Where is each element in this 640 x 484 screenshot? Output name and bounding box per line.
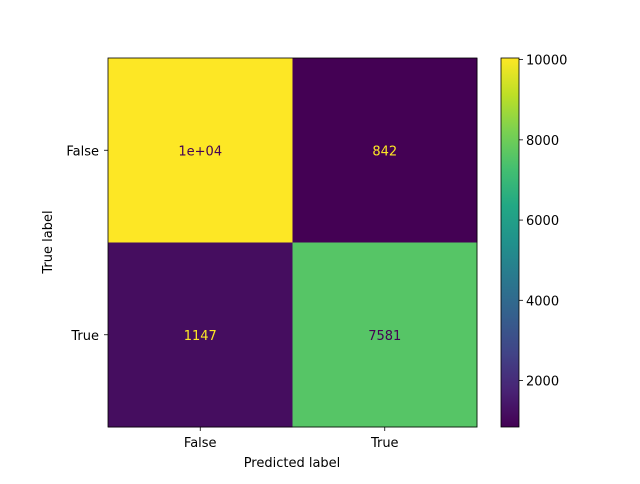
heatmap-cell (292, 58, 478, 243)
colorbar-tick-label: 2000 (526, 375, 559, 390)
heatmap-cell-labels: 1e+04 842 1147 7581 (178, 144, 401, 344)
cell-value-label: 842 (372, 144, 397, 159)
y-axis-ticks: False True (66, 144, 108, 344)
colorbar-tick-label: 4000 (526, 294, 559, 309)
heatmap-cell (108, 242, 293, 428)
colorbar (500, 57, 520, 428)
heatmap-cells (108, 58, 478, 428)
y-tick-label: True (70, 329, 99, 344)
cell-value-label: 7581 (368, 329, 401, 344)
x-tick-label: False (184, 436, 217, 451)
colorbar-tick-label: 6000 (526, 214, 559, 229)
cell-value-label: 1147 (184, 329, 217, 344)
colorbar-ticks: 2000 4000 6000 8000 10000 (519, 54, 567, 390)
colorbar-tick-label: 10000 (526, 54, 567, 69)
y-tick-label: False (66, 144, 99, 159)
plot-frame (107, 57, 478, 428)
x-axis-label: Predicted label (244, 456, 341, 471)
cell-value-label: 1e+04 (178, 144, 222, 159)
x-tick-label: True (370, 436, 399, 451)
heatmap-cell (108, 58, 293, 243)
y-axis-label: True label (41, 210, 56, 274)
heatmap-cell (292, 242, 478, 428)
colorbar-tick-label: 8000 (526, 134, 559, 149)
x-axis-ticks: False True (184, 427, 399, 451)
